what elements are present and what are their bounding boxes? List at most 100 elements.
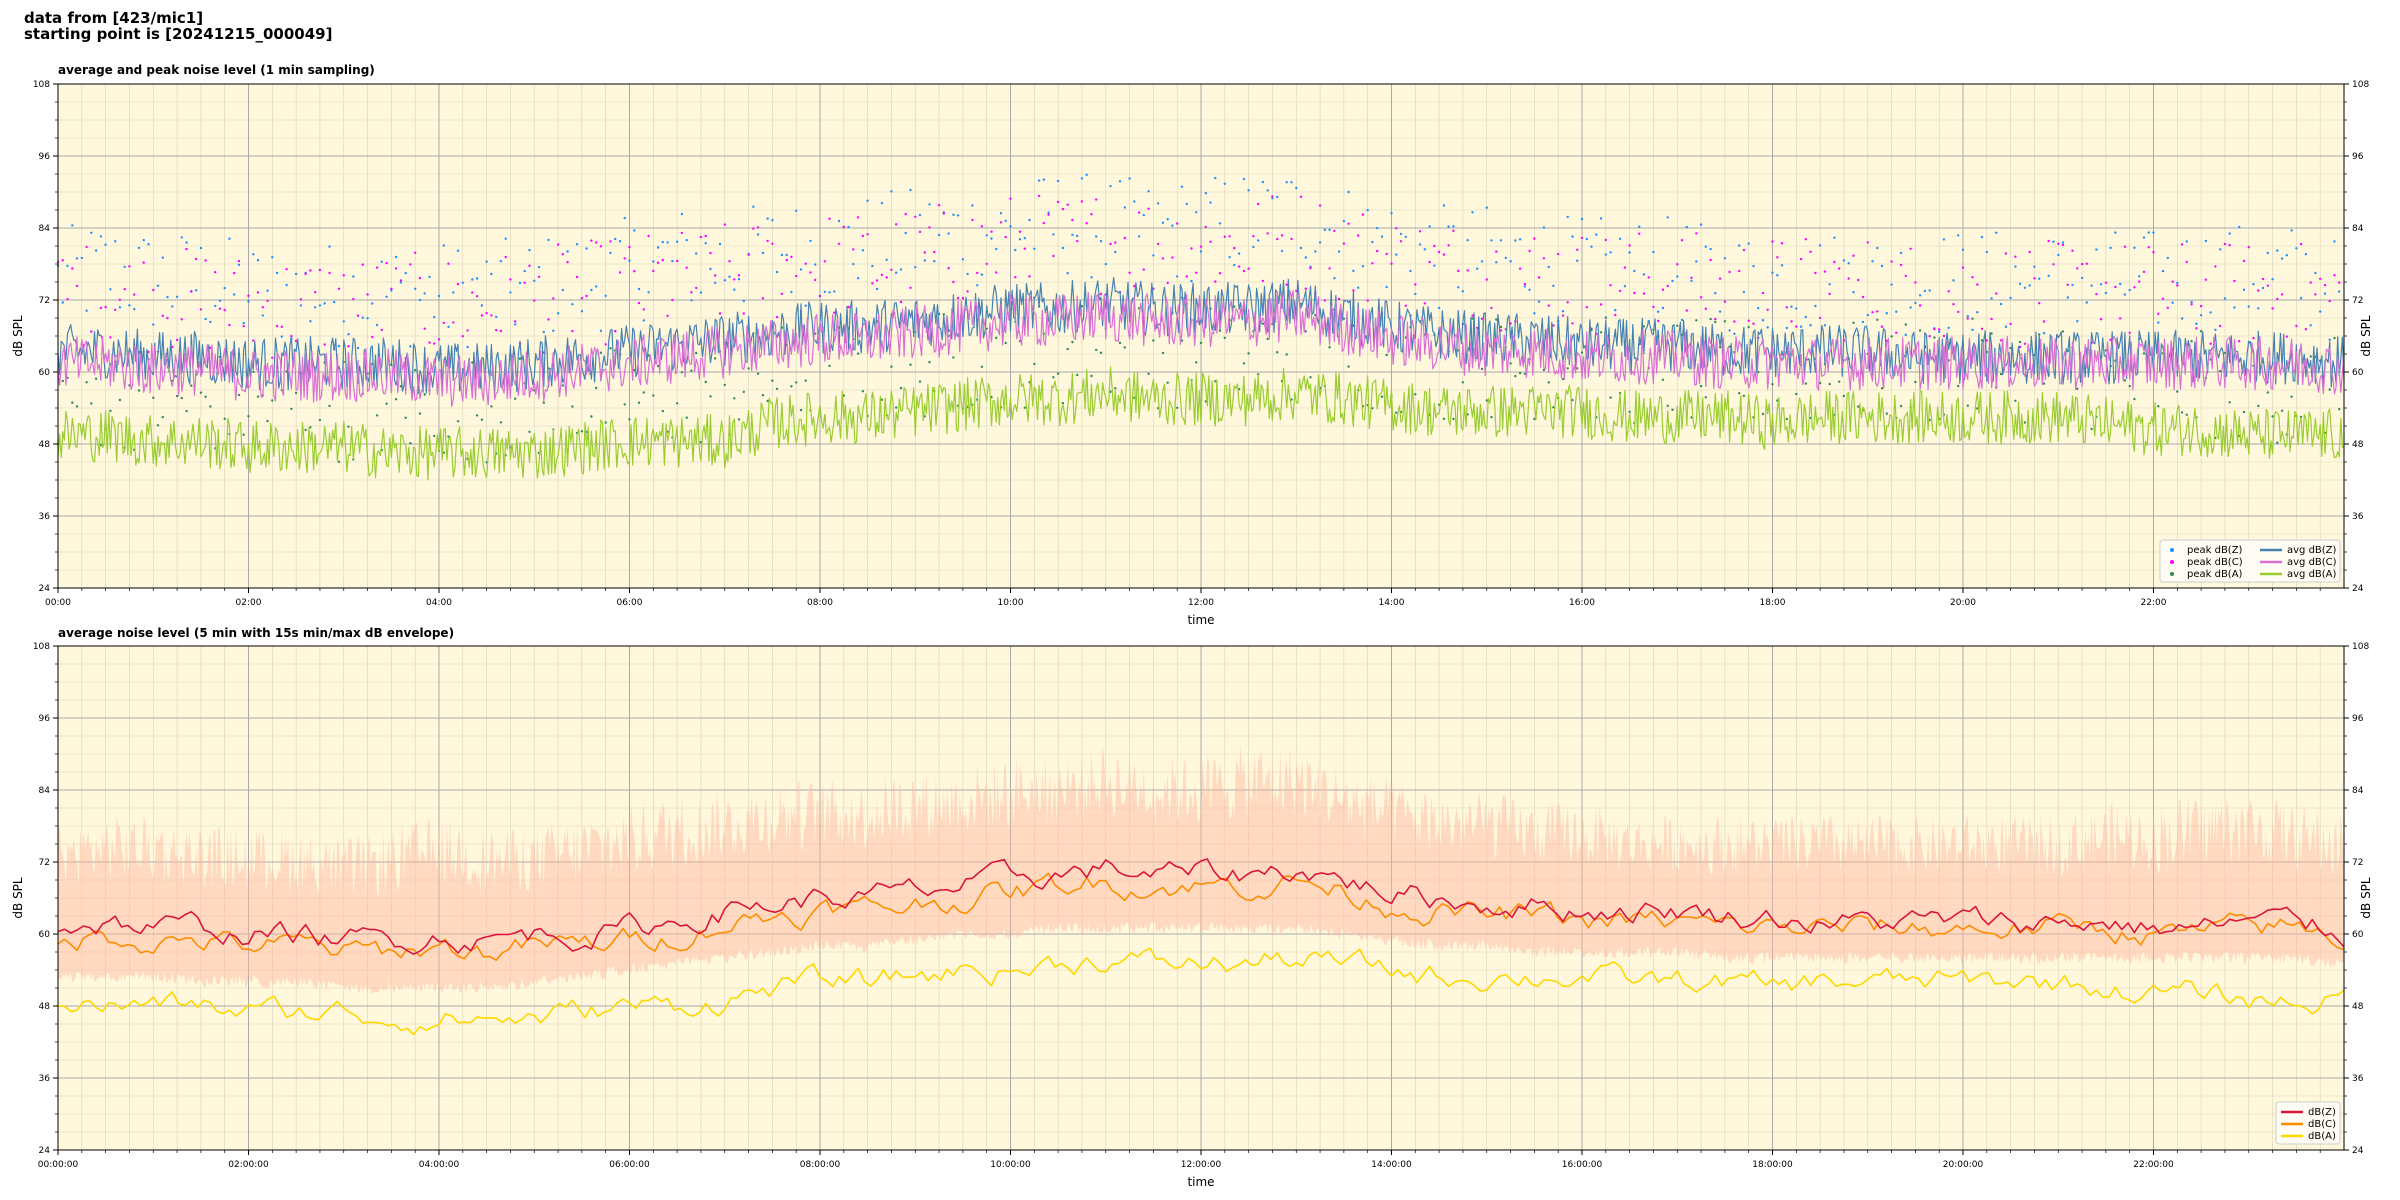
- data-point: [561, 384, 564, 387]
- data-point: [590, 239, 593, 242]
- data-point: [2014, 399, 2017, 402]
- data-point: [366, 293, 369, 296]
- data-point: [1885, 312, 1889, 315]
- data-point: [414, 287, 417, 290]
- data-point: [1414, 292, 1417, 296]
- data-point: [290, 334, 293, 338]
- data-point: [361, 316, 364, 319]
- data-point: [952, 280, 955, 284]
- data-point: [2319, 310, 2322, 313]
- data-point: [1414, 393, 1417, 396]
- data-point: [1899, 263, 1903, 267]
- data-point: [1509, 260, 1512, 263]
- data-point: [194, 289, 198, 292]
- data-point: [1580, 217, 1584, 221]
- y-tick-label: 48: [39, 1002, 51, 1012]
- data-point: [623, 257, 626, 260]
- data-point: [2338, 281, 2341, 284]
- data-point: [2328, 299, 2331, 303]
- data-point: [214, 271, 217, 274]
- series-peak-db-c-: [56, 194, 2341, 360]
- x-tick-label: 12:00:00: [1181, 1160, 1222, 1170]
- data-point: [2009, 322, 2012, 326]
- data-point: [1223, 235, 1227, 238]
- data-point: [976, 284, 979, 287]
- data-point: [137, 246, 141, 250]
- data-point: [837, 242, 841, 245]
- data-point: [2047, 274, 2050, 277]
- data-point: [94, 377, 98, 380]
- data-point: [2147, 246, 2150, 249]
- data-point: [980, 273, 984, 276]
- data-point: [156, 424, 160, 427]
- data-point: [294, 339, 298, 343]
- data-point: [718, 242, 722, 246]
- data-point: [623, 403, 626, 406]
- data-point: [1333, 229, 1336, 233]
- data-point: [1828, 382, 1831, 386]
- x-tick-label: 06:00:00: [609, 1160, 650, 1170]
- data-point: [1942, 238, 1946, 241]
- data-point: [2295, 247, 2298, 250]
- data-point: [1333, 277, 1336, 280]
- x-tick-label: 22:00:00: [2133, 1160, 2174, 1170]
- data-point: [1004, 235, 1007, 239]
- data-point: [2266, 284, 2269, 287]
- data-point: [918, 230, 922, 234]
- data-point: [695, 351, 698, 355]
- data-point: [1661, 288, 1665, 291]
- data-point: [1928, 335, 1931, 338]
- data-point: [271, 256, 274, 259]
- data-point: [1404, 235, 1408, 239]
- data-point: [856, 352, 860, 355]
- data-point: [1785, 417, 1789, 421]
- data-point: [1609, 396, 1612, 399]
- data-point: [680, 371, 684, 374]
- data-point: [128, 304, 131, 307]
- data-point: [642, 308, 645, 311]
- data-point: [256, 291, 260, 294]
- data-point: [1023, 237, 1026, 240]
- data-point: [728, 275, 731, 278]
- data-point: [1709, 247, 1712, 251]
- data-point: [414, 251, 417, 254]
- data-point: [61, 301, 64, 304]
- data-point: [242, 325, 245, 328]
- data-point: [999, 212, 1003, 215]
- data-point: [1304, 287, 1308, 290]
- data-point: [433, 434, 436, 438]
- data-point: [1466, 269, 1469, 272]
- data-point: [66, 298, 69, 301]
- data-point: [1904, 274, 1908, 278]
- data-point: [2085, 301, 2088, 304]
- data-point: [1071, 218, 1074, 222]
- data-point: [804, 304, 807, 307]
- data-point: [2257, 404, 2260, 408]
- data-point: [1328, 228, 1331, 231]
- data-point: [1976, 311, 1979, 314]
- data-point: [552, 297, 555, 300]
- data-point: [1971, 276, 1974, 279]
- data-point: [309, 269, 312, 272]
- data-point: [647, 234, 650, 238]
- data-point: [1671, 408, 1674, 411]
- data-point: [1161, 221, 1165, 224]
- data-point: [1547, 265, 1550, 269]
- x-tick-label: 02:00: [236, 598, 262, 608]
- legend-label: avg dB(A): [2287, 569, 2337, 580]
- data-point: [1357, 234, 1360, 237]
- data-point: [1966, 404, 1970, 407]
- data-point: [1266, 337, 1269, 341]
- data-point: [390, 287, 393, 290]
- data-point: [618, 240, 622, 243]
- data-point: [1147, 207, 1150, 210]
- data-point: [837, 219, 841, 223]
- data-point: [2190, 300, 2193, 304]
- data-point: [585, 294, 588, 298]
- data-point: [1128, 271, 1131, 274]
- data-point: [604, 294, 607, 297]
- data-point: [480, 304, 484, 307]
- data-point: [580, 297, 584, 300]
- data-point: [909, 286, 912, 289]
- data-point: [766, 399, 769, 403]
